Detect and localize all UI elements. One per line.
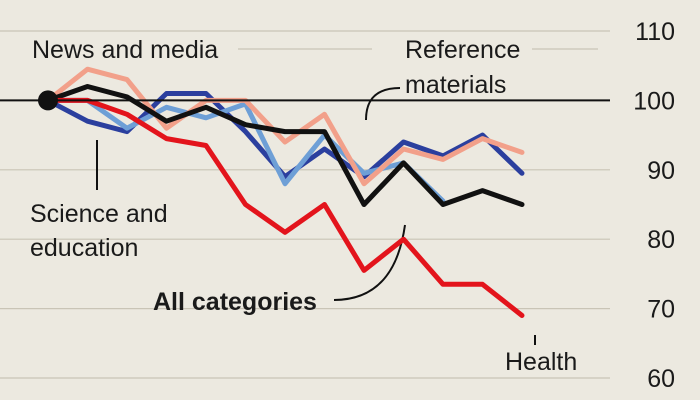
y-tick-label-80: 80 bbox=[647, 226, 675, 254]
label-health: Health bbox=[505, 348, 577, 376]
baseline bbox=[0, 90, 610, 111]
y-tick-label-110: 110 bbox=[635, 18, 675, 46]
label-news-media: News and media bbox=[32, 36, 218, 64]
series-all-categories bbox=[45, 84, 525, 207]
y-tick-label-60: 60 bbox=[647, 365, 675, 393]
series-news-and-media bbox=[45, 91, 525, 180]
start-point-marker bbox=[38, 90, 58, 111]
y-tick-label-90: 90 bbox=[647, 157, 675, 185]
label-science-1: Science and bbox=[30, 200, 168, 228]
label-reference-1: Reference bbox=[405, 36, 520, 64]
series-lines bbox=[45, 66, 525, 318]
label-all-categories: All categories bbox=[153, 288, 317, 316]
label-science-2: education bbox=[30, 234, 138, 262]
y-tick-label-70: 70 bbox=[647, 296, 675, 324]
gridlines bbox=[0, 30, 610, 379]
leader-reference bbox=[365, 87, 401, 121]
y-tick-label-100: 100 bbox=[633, 87, 675, 115]
series-health bbox=[45, 97, 525, 318]
label-reference-2: materials bbox=[405, 71, 506, 99]
y-axis-ticks: 60 70 80 90 100 110 bbox=[633, 18, 675, 393]
series-science-and-education bbox=[45, 66, 525, 187]
